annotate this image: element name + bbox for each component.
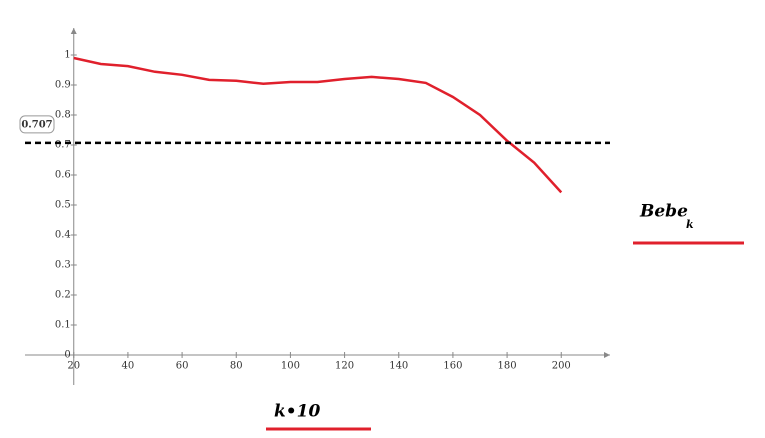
x-tick-label: 140 [389,361,408,372]
y-tick-label: 0.9 [55,80,71,91]
marker-label-box [19,115,55,134]
marker-label: 0.707 [21,119,52,130]
data-line [73,56,563,194]
y-tick-label: 0.7 [55,140,71,151]
x-tick-label: 120 [335,361,354,372]
x-tick-label: 40 [122,361,135,372]
x-axis-label: k•10 [274,402,320,422]
y-tick-label: 0.1 [55,320,71,331]
y-tick-label: 0 [64,350,70,361]
y-tick-label: 0.6 [55,170,71,181]
y-tick-label: 0.4 [55,230,71,241]
legend-label: Bebe [639,202,688,222]
x-tick-label: 80 [230,361,243,372]
y-tick-label: 0.3 [55,260,71,271]
y-tick-label: 0.8 [55,110,71,121]
y-tick-label: 0.5 [55,200,71,211]
y-tick-label: 1 [64,50,70,61]
y-tick-label: 0.2 [55,290,71,301]
legend-subscript: k [686,218,694,231]
x-tick-label: 20 [67,361,80,372]
x-tick-label: 180 [498,361,517,372]
x-tick-label: 160 [443,361,462,372]
y-axis-arrow [70,28,77,34]
x-tick-label: 100 [281,361,300,372]
x-tick-label: 60 [176,361,189,372]
x-tick-label: 200 [552,361,571,372]
x-axis-arrow [604,352,610,358]
